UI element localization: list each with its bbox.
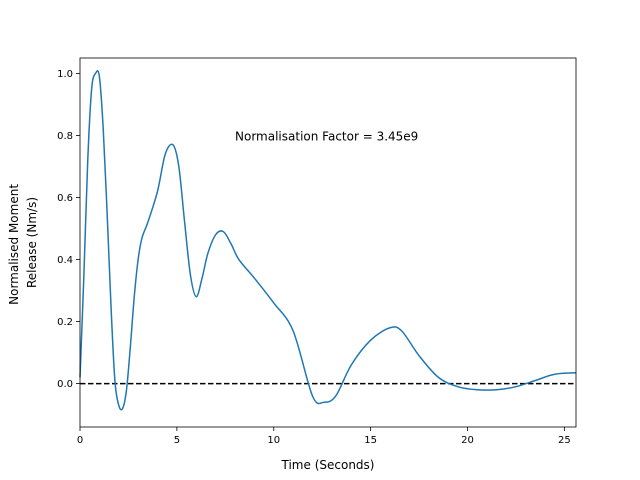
y-tick-label-1: 1.0: [57, 69, 73, 80]
y-axis-label: Normalised Moment Release (Nm/s): [7, 180, 39, 305]
y-tick-label-0.2: 0.2: [57, 317, 73, 328]
y-tick-label-0.4: 0.4: [57, 255, 73, 266]
x-tick-label-25: 25: [558, 435, 571, 446]
x-tick-label-5: 5: [174, 435, 180, 446]
x-tick-label-20: 20: [461, 435, 474, 446]
y-tick-label-0.8: 0.8: [57, 131, 73, 142]
axes-frame: [79, 57, 577, 428]
x-tick-label-10: 10: [267, 435, 280, 446]
y-axis-label-line-2: Release (Nm/s): [25, 197, 39, 288]
y-axis-label-line-1: Normalised Moment: [7, 184, 21, 305]
x-tick-label-0: 0: [77, 435, 83, 446]
series-line-0: [79, 70, 577, 411]
x-axis-label: Time (Seconds): [281, 458, 375, 472]
normalisation-factor-annotation: Normalisation Factor = 3.45e9: [235, 130, 418, 144]
x-tick-label-15: 15: [364, 435, 377, 446]
y-tick-label-0: 0.0: [57, 379, 73, 390]
plot-area: 0 5 10 15 20 25 0.0 0.2 0.4 0.6 0.8 1.0: [57, 57, 577, 446]
y-tick-label-0.6: 0.6: [57, 193, 73, 204]
